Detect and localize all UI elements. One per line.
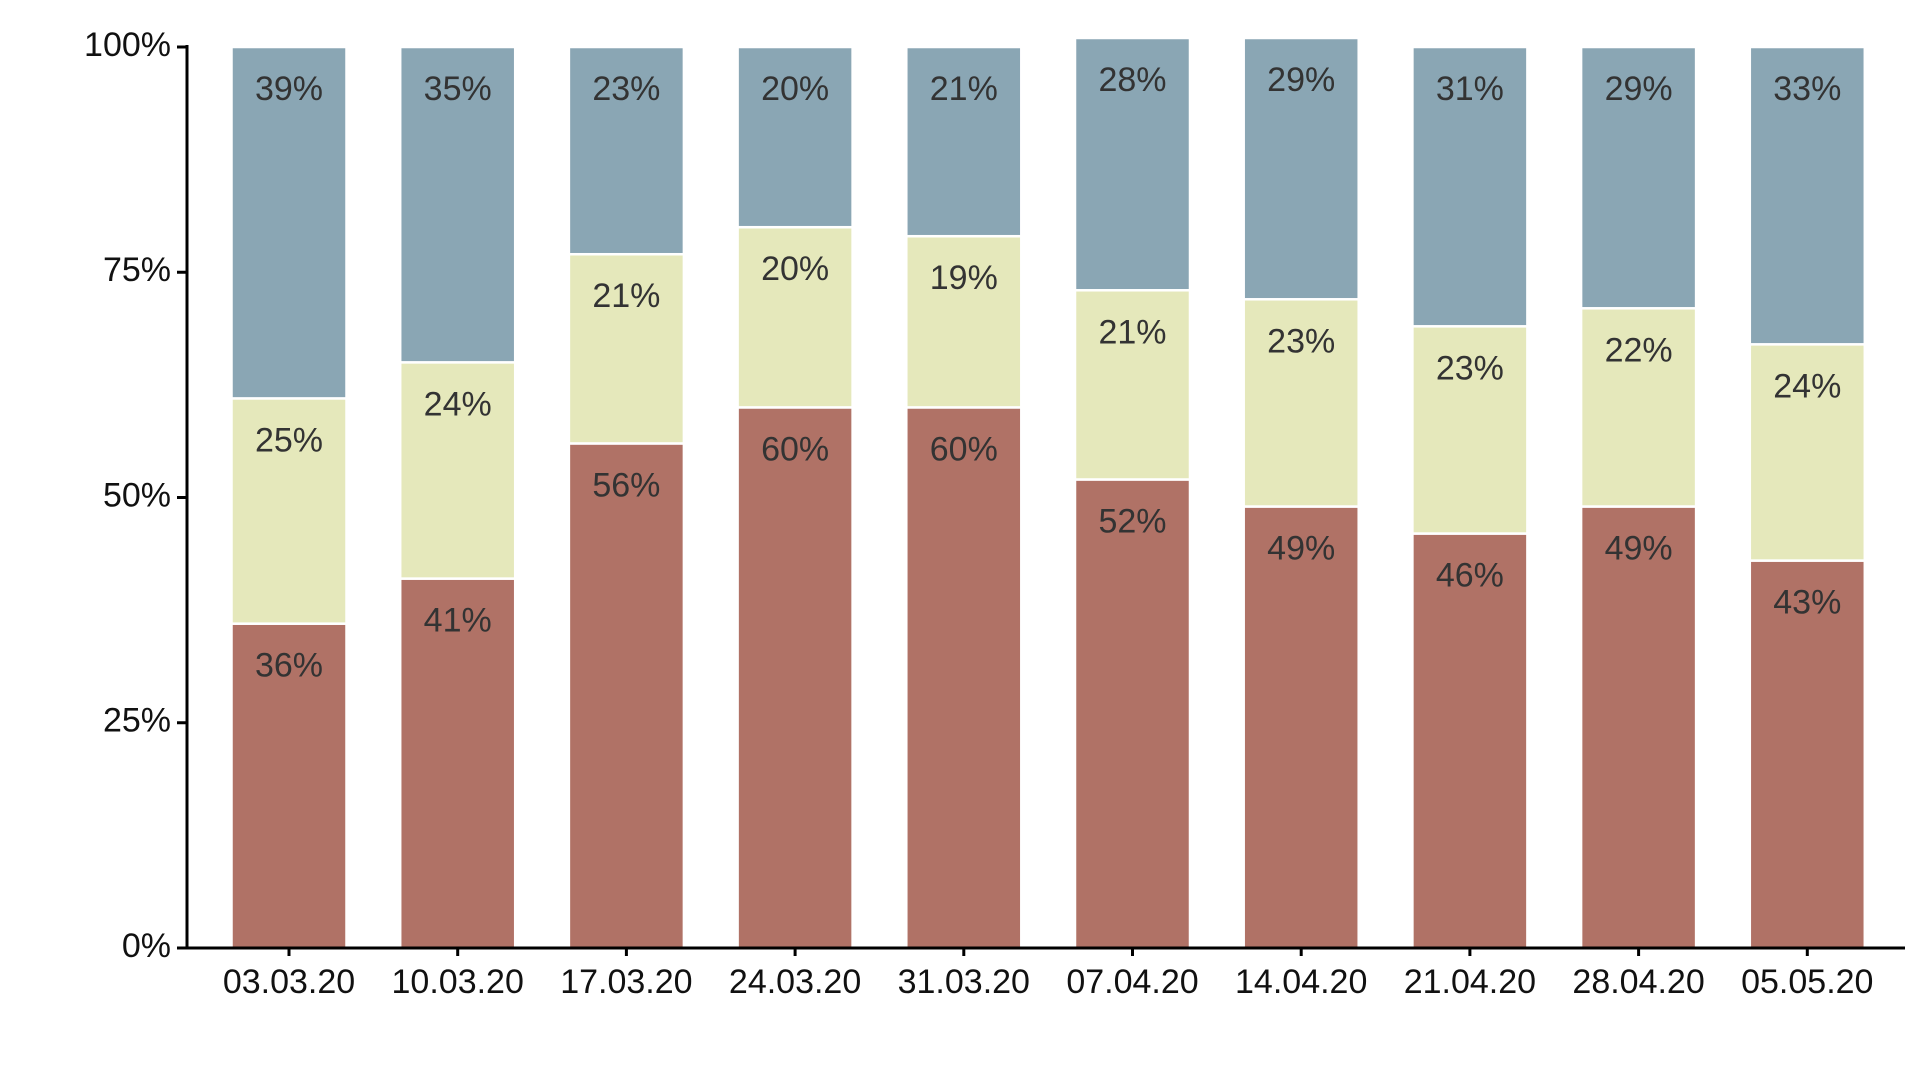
value-label: 46%: [1436, 557, 1504, 595]
value-label: 29%: [1267, 61, 1335, 99]
bar-segment: [905, 45, 1023, 238]
value-label: 31%: [1436, 70, 1504, 108]
value-label: 28%: [1098, 61, 1166, 99]
y-tick-label: 25%: [103, 702, 171, 740]
y-tick-label: 0%: [122, 927, 171, 965]
value-label: 60%: [930, 430, 998, 468]
bar-segment: [398, 45, 517, 364]
x-tick-label: 28.04.20: [1572, 963, 1704, 1001]
x-tick-label: 31.03.20: [898, 963, 1030, 1001]
value-label: 36%: [255, 647, 323, 685]
bar-segment: [1411, 325, 1529, 535]
bar-segment: [398, 577, 517, 950]
value-label: 23%: [592, 70, 660, 108]
y-tick-label: 50%: [103, 476, 171, 514]
value-label: 39%: [255, 70, 323, 108]
bar-segment: [905, 406, 1023, 950]
bar-segment: [230, 397, 348, 625]
bar-segment: [1242, 505, 1360, 950]
value-label: 25%: [255, 421, 323, 459]
x-tick-label: 21.04.20: [1404, 963, 1536, 1001]
value-label: 52%: [1098, 502, 1166, 540]
bar-segment: [1242, 298, 1360, 508]
value-label: 21%: [592, 277, 660, 315]
value-label: 24%: [424, 385, 492, 423]
bar-segment: [1748, 343, 1867, 562]
value-label: 19%: [930, 259, 998, 297]
value-label: 20%: [761, 70, 829, 108]
bar-segment: [1579, 307, 1698, 508]
value-label: 20%: [761, 250, 829, 288]
bar-segment: [1579, 45, 1698, 310]
x-tick-label: 03.03.20: [223, 963, 355, 1001]
bar-segment: [1073, 478, 1192, 950]
value-label: 60%: [761, 430, 829, 468]
value-label: 43%: [1773, 584, 1841, 622]
bar-segment: [398, 361, 517, 580]
value-label: 56%: [592, 466, 660, 504]
bar-segment: [1073, 36, 1192, 292]
x-tick-label: 14.04.20: [1235, 963, 1367, 1001]
value-label: 22%: [1605, 331, 1673, 369]
x-tick-label: 05.05.20: [1741, 963, 1873, 1001]
bar-segment: [736, 45, 854, 229]
bar-segment: [567, 252, 686, 445]
bar-segment: [230, 622, 348, 950]
value-label: 41%: [424, 602, 492, 640]
value-label: 29%: [1605, 70, 1673, 108]
bar-segment: [567, 442, 686, 950]
bar-segment: [1579, 505, 1698, 950]
value-label: 35%: [424, 70, 492, 108]
bar-segment: [230, 45, 348, 400]
bar-segment: [736, 406, 854, 950]
bar-segment: [1411, 532, 1529, 950]
bar-segment: [1748, 559, 1867, 950]
y-tick-label: 75%: [103, 251, 171, 289]
value-label: 33%: [1773, 70, 1841, 108]
value-label: 23%: [1267, 322, 1335, 360]
x-tick-label: 07.04.20: [1066, 963, 1198, 1001]
value-label: 21%: [1098, 313, 1166, 351]
value-label: 23%: [1436, 349, 1504, 387]
bar-segment: [905, 234, 1023, 409]
bar-segment: [1411, 45, 1529, 328]
value-label: 21%: [930, 70, 998, 108]
value-label: 24%: [1773, 367, 1841, 405]
bar-segment: [736, 225, 854, 409]
bar-segment: [567, 45, 686, 256]
value-label: 49%: [1605, 529, 1673, 567]
y-tick-label: 100%: [84, 26, 171, 64]
bar-segment: [1748, 45, 1867, 346]
bar-segment: [1073, 289, 1192, 481]
bar-segment: [1242, 36, 1360, 301]
value-label: 49%: [1267, 529, 1335, 567]
x-tick-label: 24.03.20: [729, 963, 861, 1001]
x-tick-label: 10.03.20: [392, 963, 524, 1001]
x-tick-label: 17.03.20: [560, 963, 692, 1001]
